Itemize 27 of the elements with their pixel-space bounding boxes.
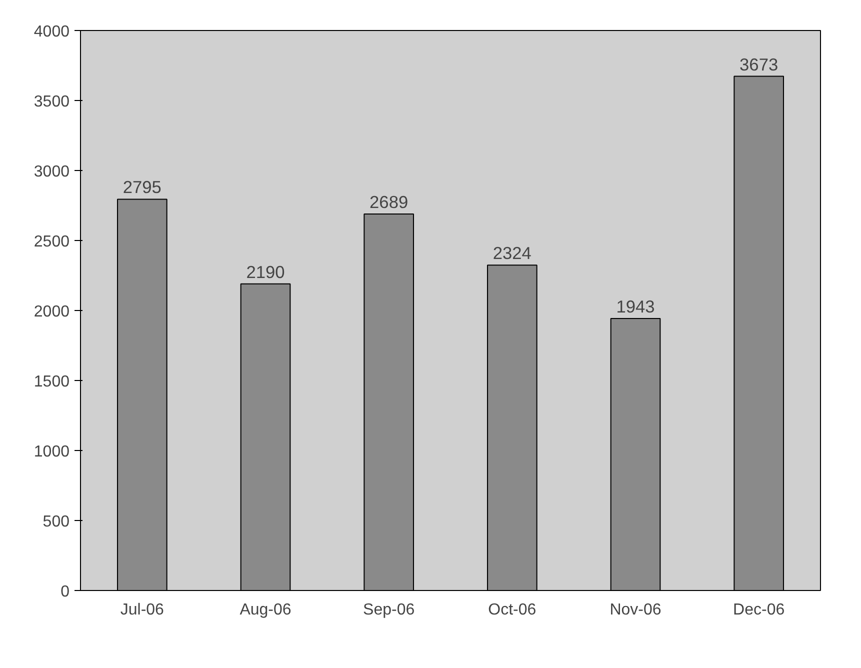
y-tick-label: 2000 bbox=[34, 304, 70, 320]
bar bbox=[487, 264, 538, 590]
y-tick-label: 0 bbox=[60, 584, 70, 600]
bar bbox=[240, 283, 291, 590]
bar bbox=[117, 198, 168, 590]
bar bbox=[610, 318, 661, 590]
y-tick-label: 3500 bbox=[34, 94, 70, 110]
y-tick-label: 500 bbox=[42, 514, 70, 530]
x-tick-label: Aug-06 bbox=[240, 602, 292, 618]
data-label: 3673 bbox=[740, 54, 778, 74]
y-tick-label: 1500 bbox=[34, 374, 70, 390]
x-tick-label: Dec-06 bbox=[733, 602, 785, 618]
data-label: 2324 bbox=[492, 243, 532, 264]
y-tick-label: 3000 bbox=[34, 164, 70, 180]
bar bbox=[734, 76, 784, 590]
y-tick-label: 2500 bbox=[34, 234, 70, 250]
y-tick-label: 4000 bbox=[34, 24, 70, 40]
y-tick-label: 1000 bbox=[34, 444, 70, 460]
x-tick-label: Jul-06 bbox=[120, 602, 164, 618]
x-tick-label: Nov-06 bbox=[610, 602, 662, 618]
x-tick-label: Oct-06 bbox=[488, 602, 536, 618]
data-label: 2689 bbox=[370, 192, 408, 212]
data-label: 1943 bbox=[616, 296, 655, 316]
x-tick-label: Sep-06 bbox=[363, 602, 415, 618]
data-label: 2190 bbox=[246, 262, 285, 282]
data-label: 2795 bbox=[122, 177, 162, 198]
bar bbox=[364, 214, 414, 590]
